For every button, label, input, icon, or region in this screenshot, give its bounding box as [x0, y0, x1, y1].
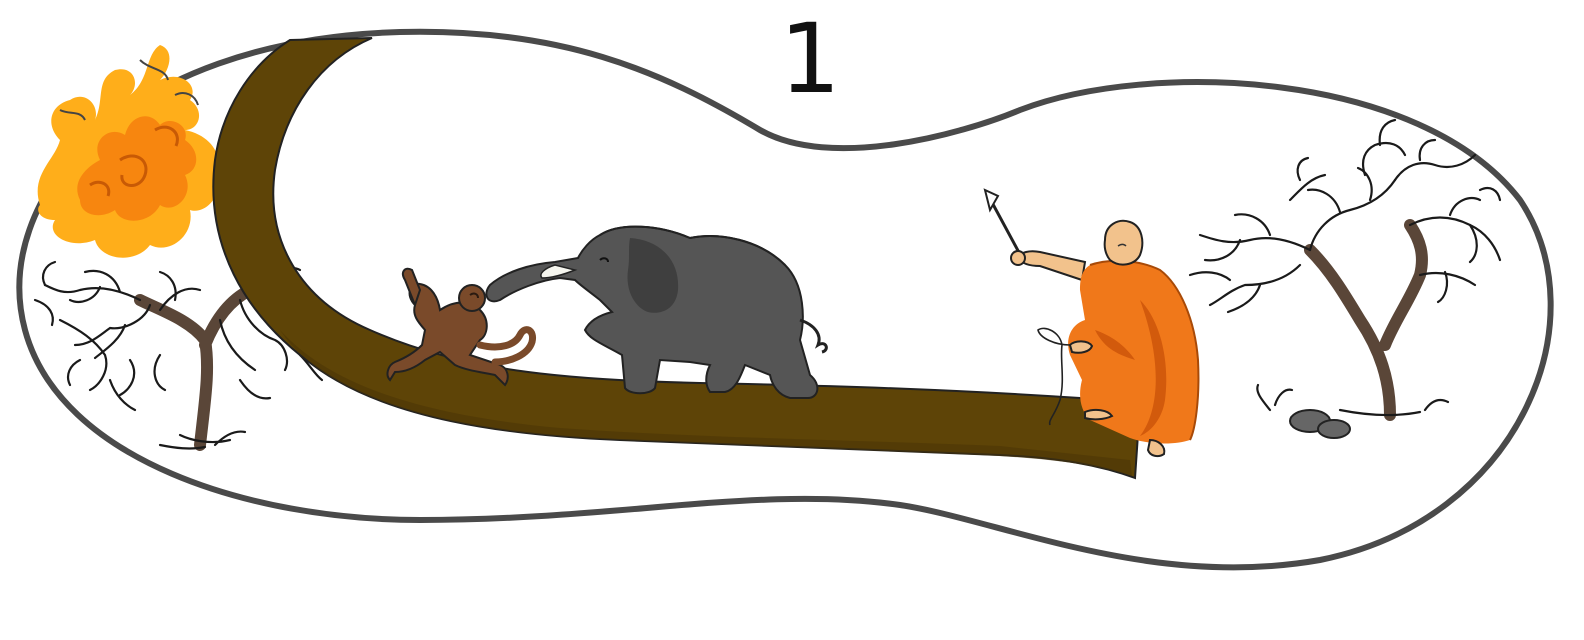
elephant: [485, 225, 828, 399]
monkey: [386, 267, 537, 387]
bare-tree-right: [1188, 118, 1502, 421]
fallen-tree-trunk: [212, 37, 1142, 480]
rocks: [1289, 409, 1351, 439]
seated-monk: [983, 188, 1200, 458]
burning-tree: [37, 45, 219, 258]
panel-number: 1: [779, 3, 841, 115]
